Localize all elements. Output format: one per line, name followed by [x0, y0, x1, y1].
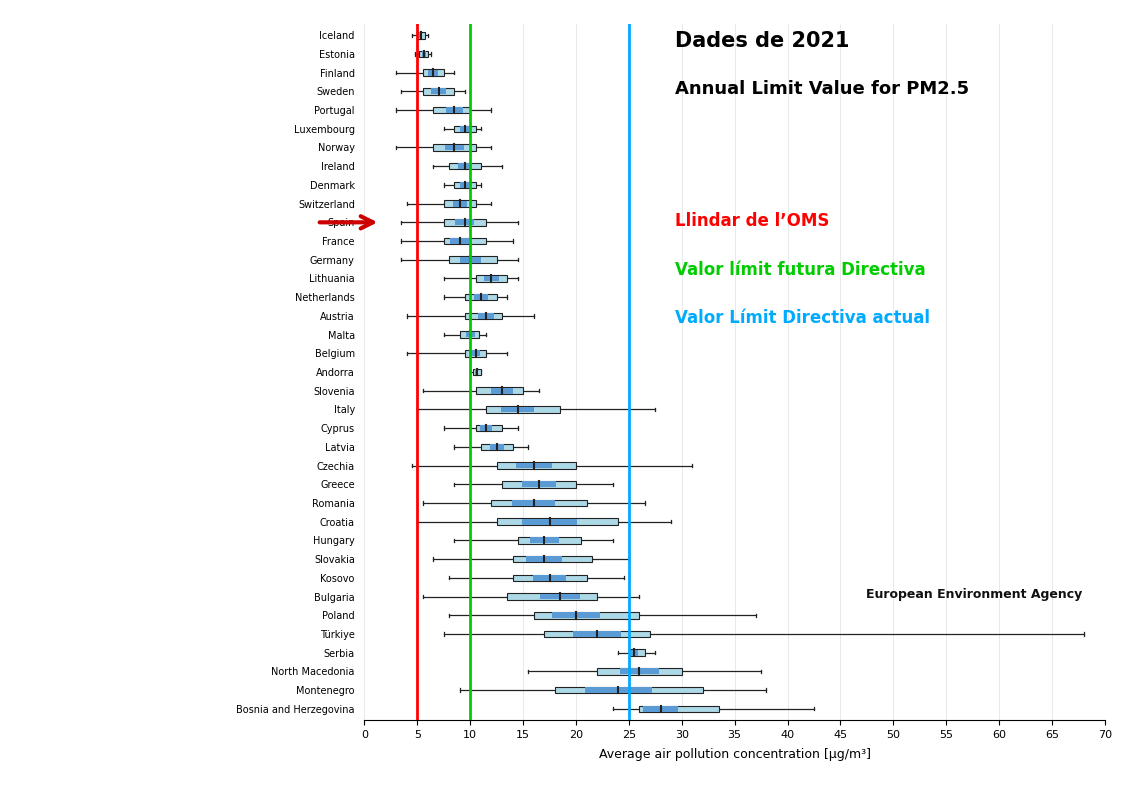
Bar — [534, 612, 639, 618]
Bar — [585, 687, 652, 693]
Text: Valor límit futura Directiva: Valor límit futura Directiva — [675, 261, 926, 278]
Bar — [460, 126, 469, 132]
Bar — [474, 369, 481, 375]
Bar — [466, 332, 475, 338]
Bar — [481, 426, 492, 431]
Bar — [533, 575, 566, 581]
Bar — [642, 706, 679, 712]
Bar — [445, 145, 464, 150]
Bar — [597, 668, 682, 674]
Bar — [454, 182, 476, 188]
Bar — [460, 182, 469, 188]
Bar — [446, 107, 462, 113]
X-axis label: Average air pollution concentration [μg/m³]: Average air pollution concentration [μg/… — [599, 748, 870, 761]
Bar — [449, 163, 481, 170]
Bar — [639, 706, 719, 712]
Bar — [476, 425, 502, 431]
Bar — [465, 350, 486, 357]
Bar — [465, 313, 502, 319]
Bar — [513, 500, 555, 506]
Bar — [444, 200, 476, 207]
Bar — [433, 106, 470, 114]
Bar — [513, 574, 587, 581]
Bar — [501, 406, 534, 412]
Bar — [433, 144, 476, 150]
Bar — [444, 238, 486, 244]
Bar — [458, 163, 472, 169]
Bar — [631, 650, 638, 655]
Bar — [459, 257, 481, 262]
Bar — [452, 201, 467, 206]
Text: Llindar de l’OMS: Llindar de l’OMS — [675, 212, 830, 230]
Bar — [573, 631, 621, 637]
Bar — [481, 443, 513, 450]
Bar — [540, 594, 581, 599]
Bar — [497, 518, 618, 525]
Bar — [491, 388, 513, 394]
Bar — [516, 462, 551, 469]
Bar — [474, 294, 487, 300]
Bar — [450, 238, 469, 244]
Bar — [465, 294, 497, 301]
Bar — [544, 630, 650, 638]
Bar — [502, 481, 576, 487]
Bar — [621, 669, 658, 674]
Bar — [518, 537, 581, 544]
Bar — [523, 482, 556, 487]
Bar — [460, 331, 478, 338]
Bar — [449, 257, 497, 263]
Bar — [526, 556, 563, 562]
Bar — [530, 538, 558, 543]
Bar — [490, 444, 503, 450]
Bar — [423, 70, 444, 76]
Bar — [497, 462, 576, 469]
Bar — [419, 50, 428, 58]
Bar — [486, 406, 560, 413]
Bar — [456, 219, 475, 226]
Text: Annual Limit Value for PM2.5: Annual Limit Value for PM2.5 — [675, 80, 969, 98]
Bar — [421, 51, 426, 57]
Text: Dades de 2021: Dades de 2021 — [675, 31, 850, 51]
Bar — [476, 387, 523, 394]
Bar — [423, 88, 454, 94]
Bar — [432, 89, 445, 94]
Bar — [555, 686, 703, 694]
Text: Valor Límit Directiva actual: Valor Límit Directiva actual — [675, 310, 931, 327]
Bar — [454, 126, 476, 132]
Bar — [476, 275, 507, 282]
Bar — [428, 70, 439, 75]
Bar — [419, 32, 423, 38]
Bar — [417, 32, 425, 38]
Bar — [513, 556, 592, 562]
Text: European Environment Agency: European Environment Agency — [867, 588, 1082, 602]
Bar — [477, 313, 494, 318]
Bar — [470, 350, 481, 356]
Bar — [522, 518, 577, 525]
Bar — [475, 369, 478, 375]
Bar — [629, 650, 645, 656]
Bar — [507, 594, 597, 600]
Bar — [491, 500, 587, 506]
Bar — [552, 612, 600, 618]
Bar — [444, 219, 486, 226]
Bar — [484, 275, 499, 282]
